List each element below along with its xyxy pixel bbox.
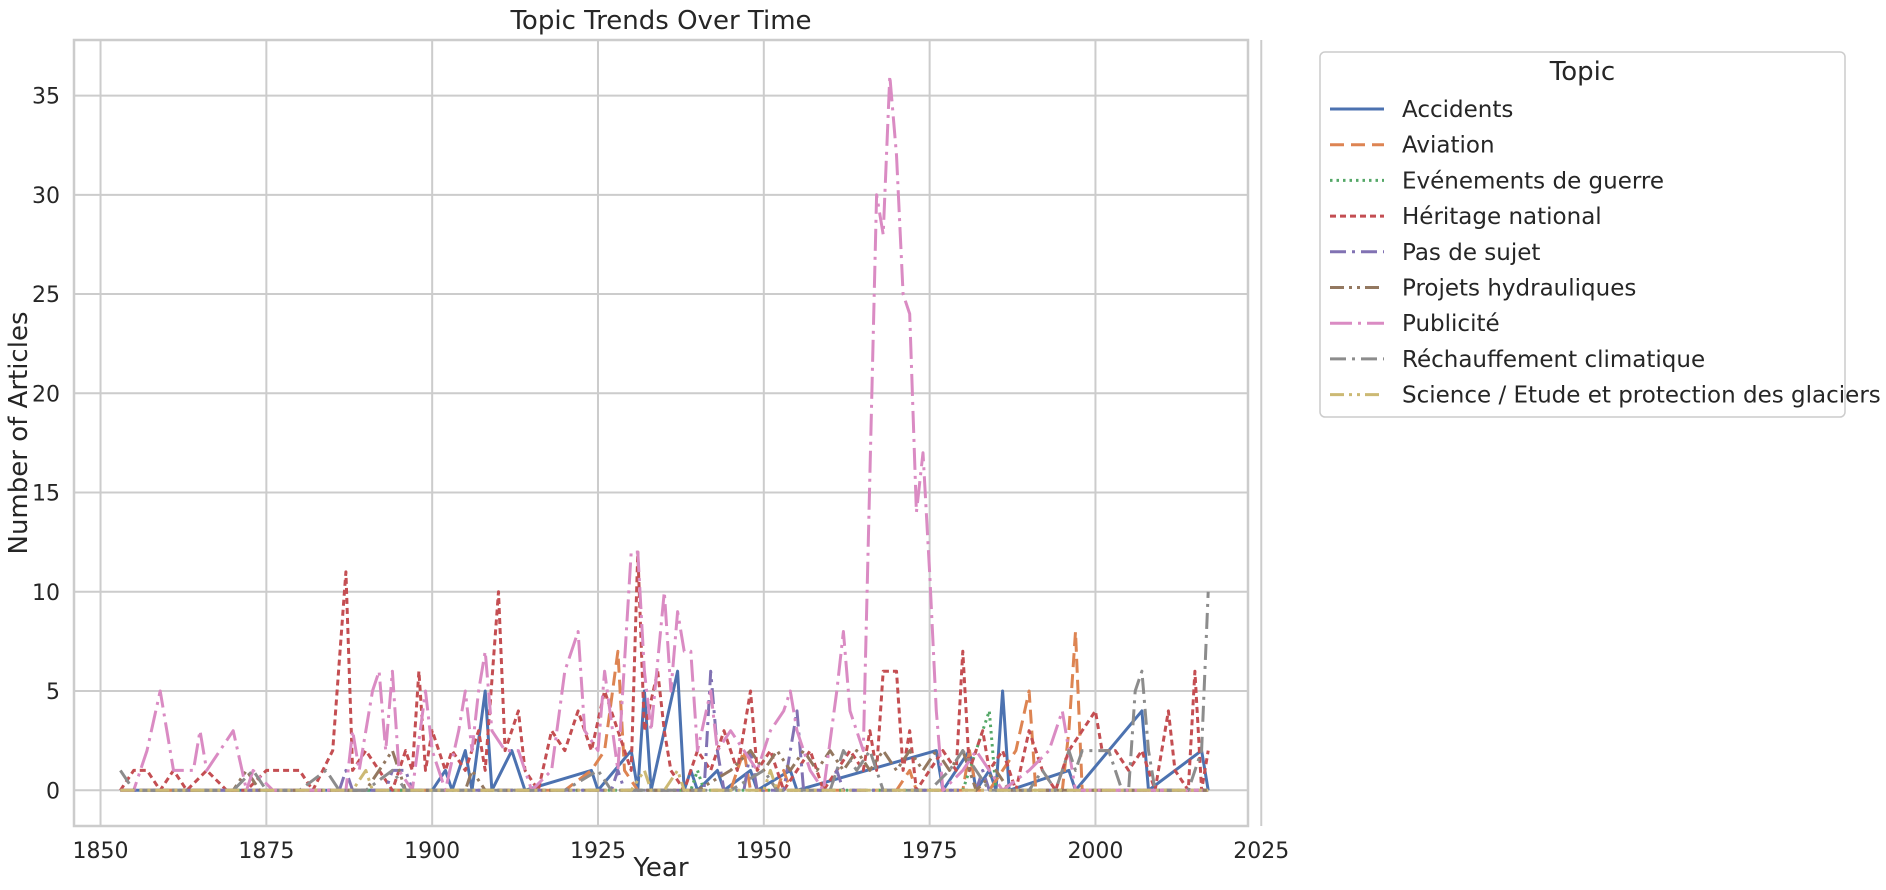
y-tick-label: 15 — [32, 482, 60, 507]
grid-lines — [74, 40, 1263, 826]
y-tick-label: 5 — [46, 680, 60, 705]
legend: Topic Accidents Aviation Evénements de gue… — [1319, 51, 1881, 418]
legend-label: Aviation — [1402, 133, 1495, 159]
legend-label: Accidents — [1402, 97, 1513, 123]
y-tick-label: 30 — [32, 184, 60, 209]
y-tick-label: 20 — [32, 382, 60, 407]
y-tick-label: 0 — [46, 779, 60, 804]
x-tick-label: 1900 — [404, 839, 460, 864]
legend-label: Réchauffement climatique — [1402, 347, 1705, 373]
x-tick-label: 1925 — [570, 839, 626, 864]
legend-title: Topic — [1549, 57, 1615, 87]
legend-label: Héritage national — [1402, 204, 1602, 230]
series-line-9 — [120, 768, 1209, 792]
x-tick-label: 2000 — [1067, 839, 1123, 864]
y-tick-label: 35 — [32, 85, 60, 110]
legend-items: Accidents Aviation Evénements de guerre Hér… — [1330, 97, 1881, 409]
x-axis-label: Year — [632, 853, 688, 883]
series-lines — [119, 74, 1210, 792]
legend-label: Science / Etude et protection des glacie… — [1402, 383, 1881, 409]
series-line-6 — [120, 749, 1209, 792]
x-tick-label: 1975 — [902, 839, 958, 864]
legend-label: Evénements de guerre — [1402, 168, 1664, 194]
legend-box — [1319, 51, 1846, 418]
tick-labels: 1850 1875 1900 1925 1950 1975 2000 202505101520… — [32, 85, 1289, 864]
x-tick-label: 1850 — [73, 839, 129, 864]
legend-label: Projets hydrauliques — [1402, 276, 1636, 302]
chart-title: Topic Trends Over Time — [509, 6, 811, 36]
x-tick-label: 2025 — [1233, 839, 1289, 864]
y-tick-label: 10 — [32, 581, 60, 606]
x-tick-label: 1875 — [238, 839, 294, 864]
x-tick-label: 1950 — [736, 839, 792, 864]
series-line-4 — [119, 550, 1210, 792]
legend-label: Pas de sujet — [1402, 240, 1540, 266]
series-line-8 — [119, 591, 1210, 792]
series-line-7 — [120, 74, 1209, 792]
y-tick-label: 25 — [32, 283, 60, 308]
legend-label: Publicité — [1402, 311, 1500, 337]
series-line-5 — [120, 669, 1209, 792]
y-axis-label: Number of Articles — [4, 312, 34, 555]
plot-frame — [72, 38, 1250, 828]
